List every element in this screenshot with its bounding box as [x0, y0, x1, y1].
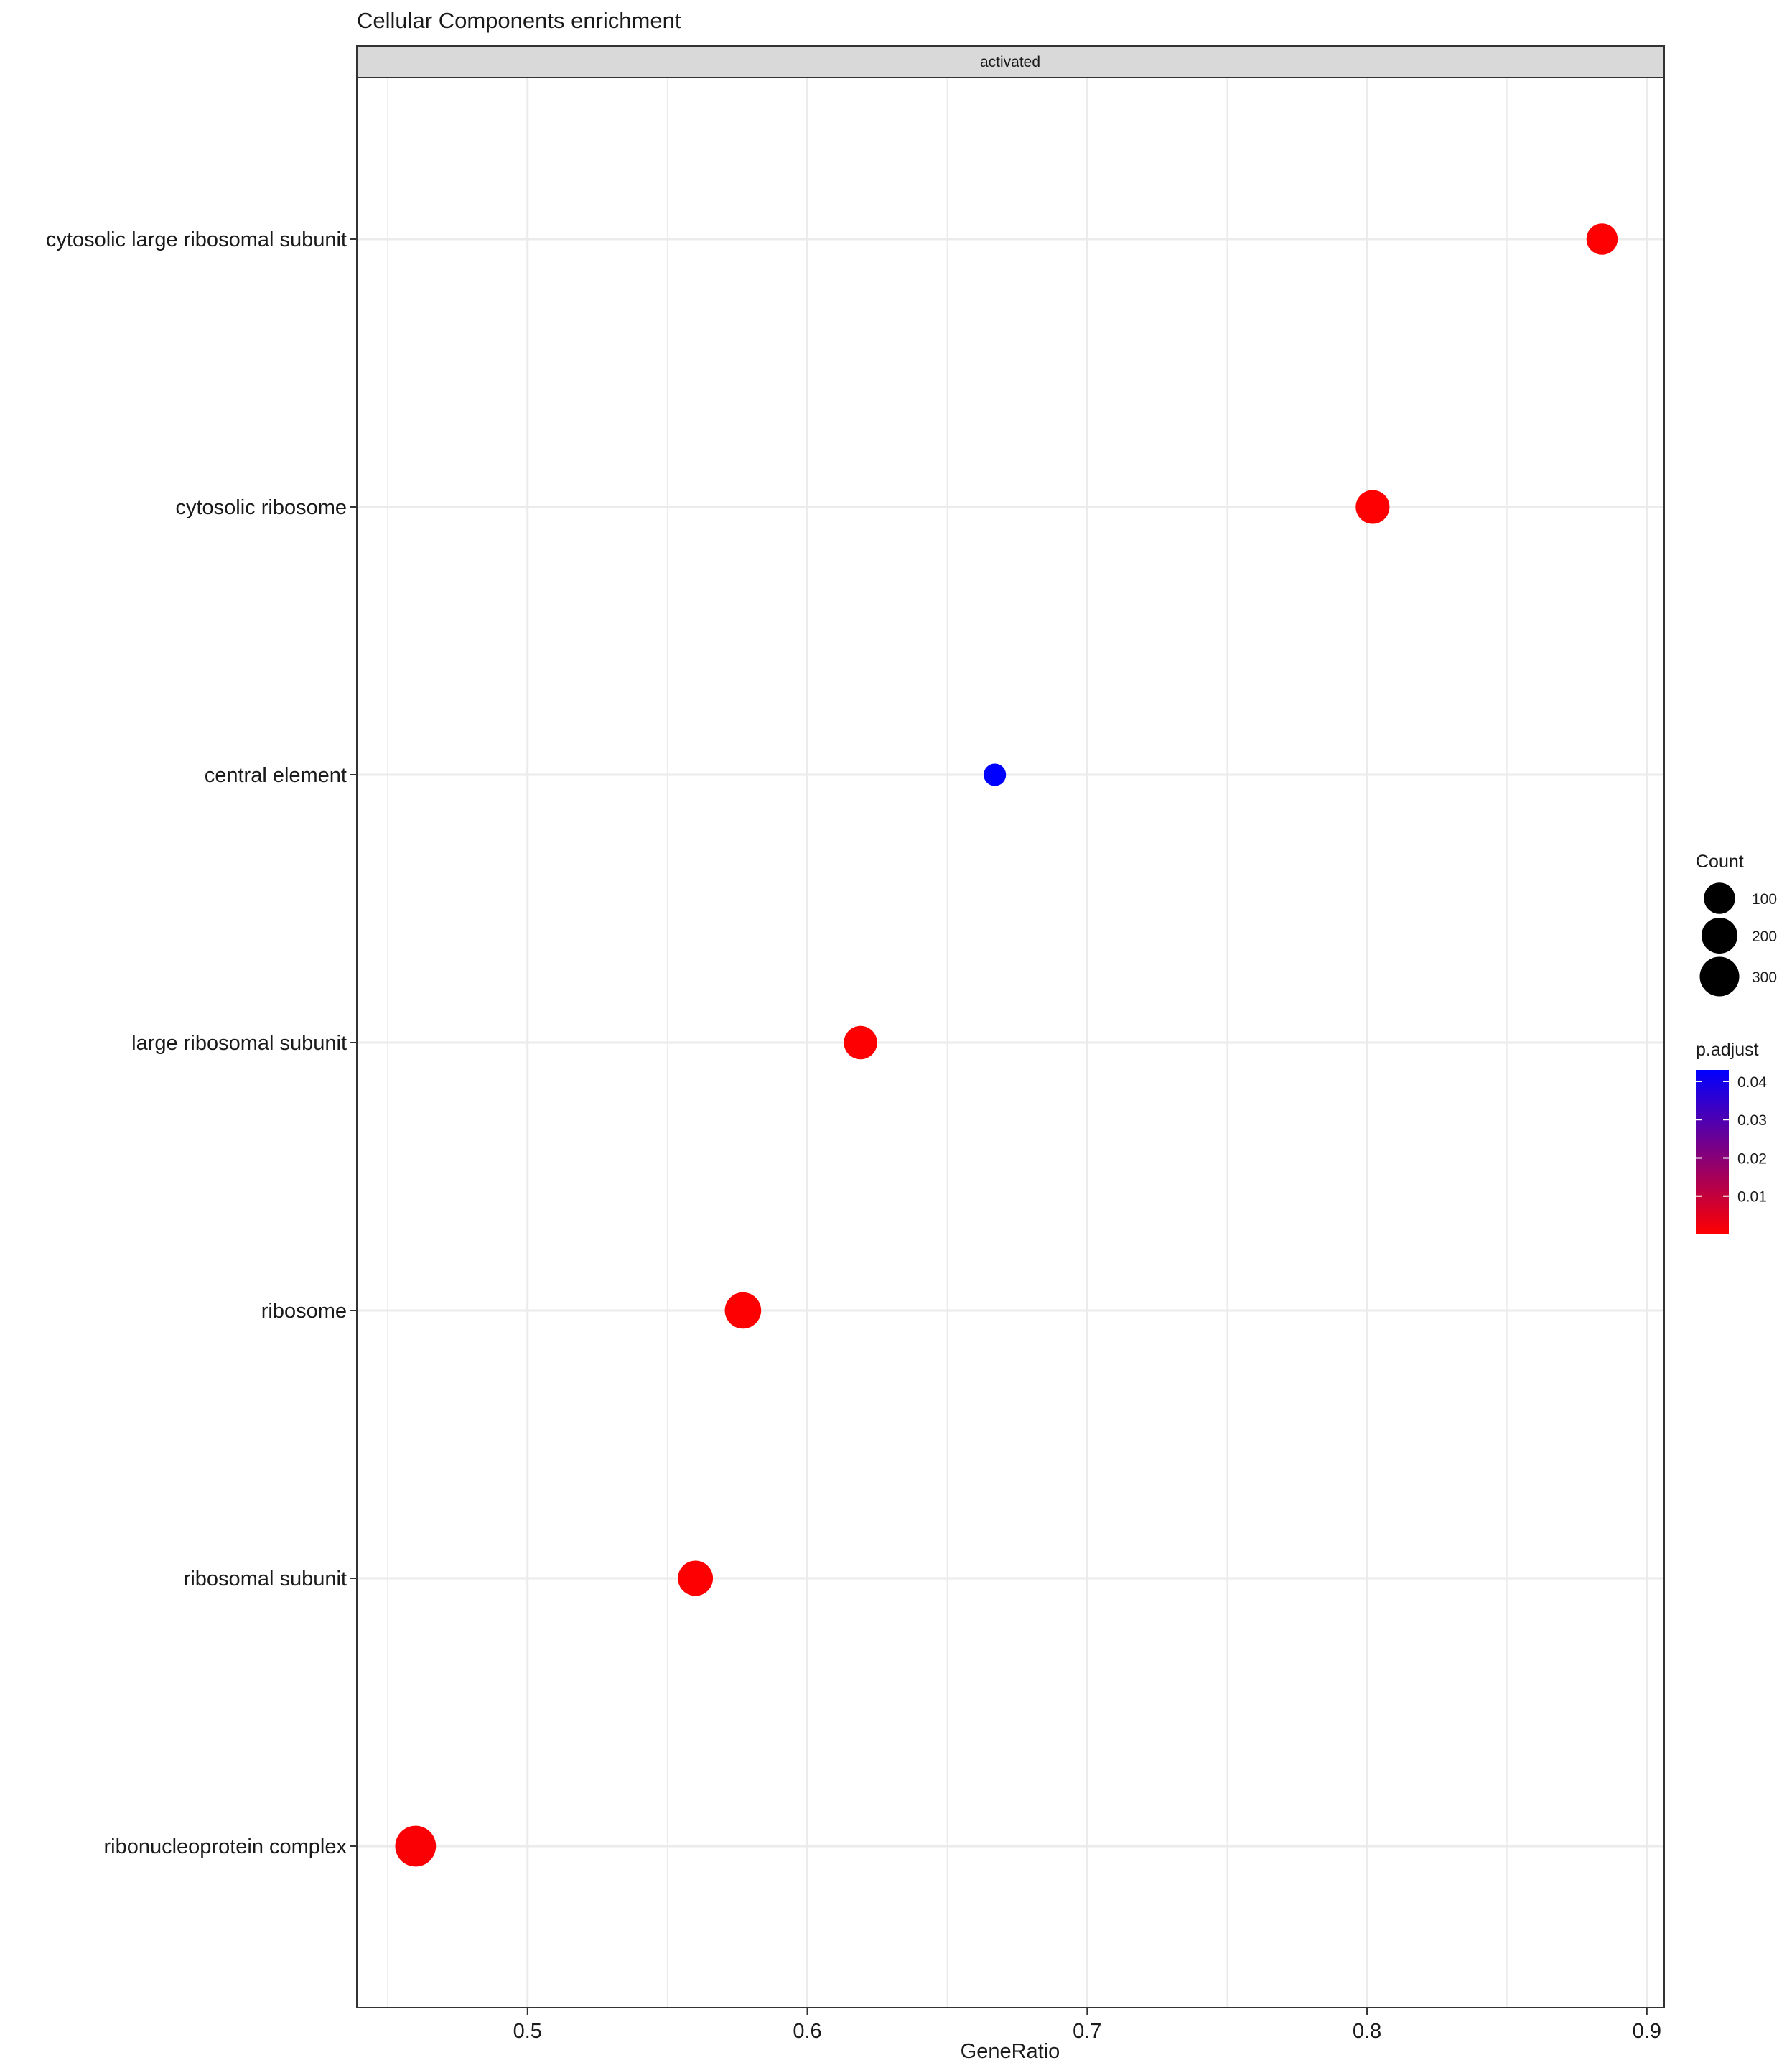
- x-axis-title: GeneRatio: [961, 2040, 1060, 2063]
- p-adjust-legend-label: 0.03: [1737, 1112, 1767, 1129]
- x-tick-label: 0.5: [513, 2020, 542, 2043]
- y-tick-label: cytosolic large ribosomal subunit: [46, 228, 347, 251]
- y-tick-label: central element: [205, 764, 347, 787]
- data-point: [678, 1560, 714, 1596]
- y-axis: cytosolic large ribosomal subunit cytosol…: [46, 228, 357, 1858]
- p-adjust-legend-label: 0.04: [1737, 1074, 1767, 1091]
- data-point: [395, 1825, 437, 1867]
- count-legend-label: 300: [1752, 969, 1777, 986]
- y-tick-label: ribosomal subunit: [184, 1568, 347, 1590]
- data-point: [984, 763, 1007, 786]
- facet-strip-label: activated: [980, 54, 1040, 70]
- p-adjust-legend-title: p.adjust: [1696, 1040, 1759, 1060]
- data-points: [395, 223, 1618, 1867]
- p-adjust-legend: p.adjust 0.04 0.03 0.02 0.01: [1696, 1040, 1767, 1234]
- x-tick-label: 0.9: [1633, 2020, 1661, 2043]
- count-legend: Count 100 200 300: [1696, 852, 1777, 997]
- data-point: [1355, 490, 1390, 524]
- data-point: [1586, 223, 1618, 255]
- chart-title: Cellular Components enrichment: [357, 8, 681, 33]
- grid-major-lines: [357, 78, 1664, 2008]
- x-tick-label: 0.7: [1073, 2020, 1101, 2043]
- p-adjust-legend-label: 0.02: [1737, 1150, 1767, 1167]
- count-legend-label: 100: [1752, 891, 1777, 908]
- p-adjust-colorbar: [1696, 1070, 1729, 1234]
- x-tick-label: 0.8: [1353, 2020, 1381, 2043]
- y-tick-label: cytosolic ribosome: [175, 496, 347, 519]
- x-tick-label: 0.6: [793, 2020, 821, 2043]
- count-legend-title: Count: [1696, 852, 1744, 872]
- data-point: [724, 1292, 762, 1329]
- count-legend-key: [1699, 956, 1740, 997]
- facet-strip: [356, 45, 1665, 78]
- count-legend-key: [1701, 917, 1738, 954]
- p-adjust-legend-label: 0.01: [1737, 1189, 1767, 1206]
- y-tick-label: large ribosomal subunit: [131, 1032, 347, 1055]
- y-tick-label: ribonucleoprotein complex: [103, 1835, 347, 1858]
- count-legend-label: 200: [1752, 928, 1777, 945]
- data-point: [844, 1025, 877, 1060]
- count-legend-key: [1704, 882, 1735, 914]
- x-axis: 0.5 0.6 0.7 0.8 0.9: [513, 2008, 1661, 2043]
- y-tick-label: ribosome: [261, 1300, 347, 1323]
